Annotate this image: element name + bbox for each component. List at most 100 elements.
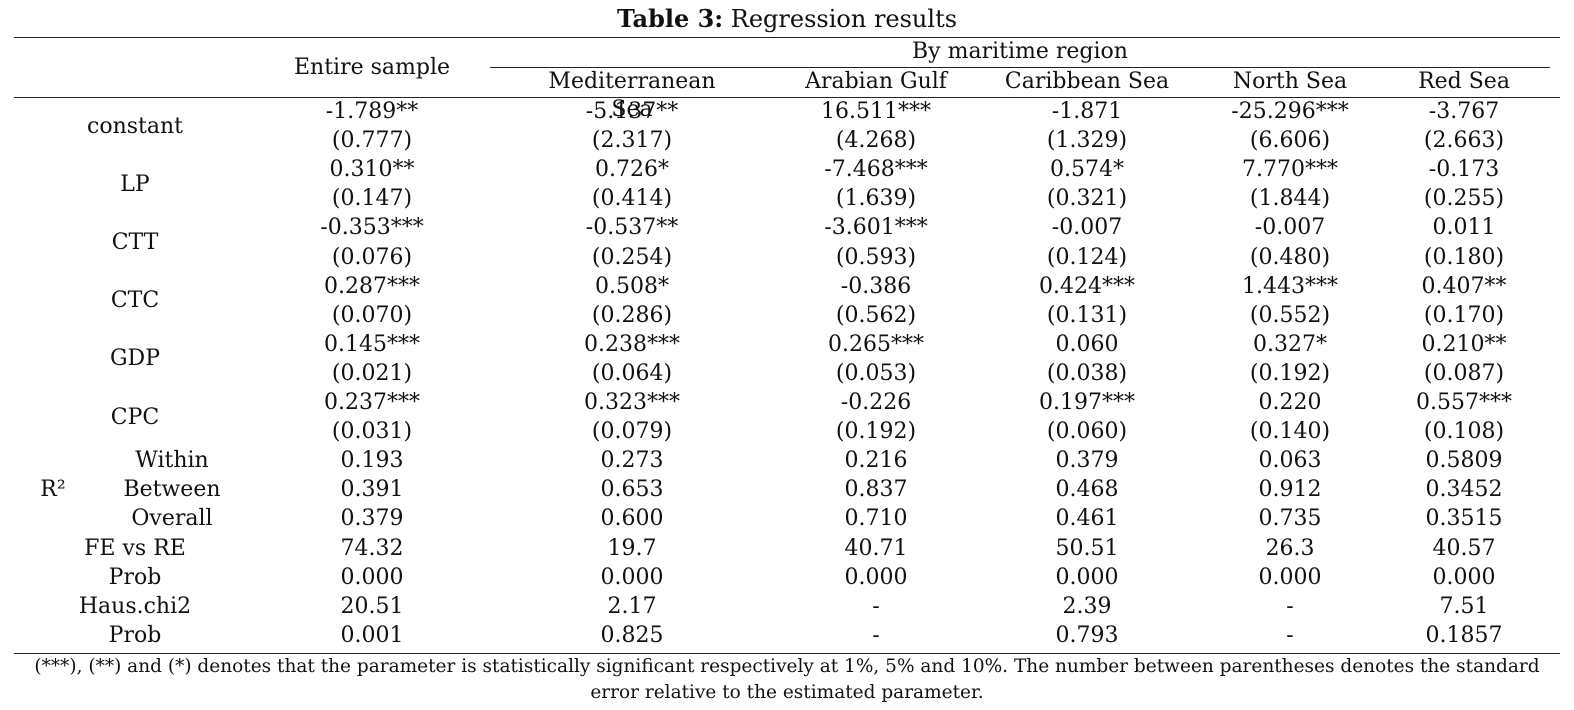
se-cell: (0.562) [835, 302, 917, 328]
se-cell: (0.021) [331, 360, 413, 386]
r2-label: R² [40, 477, 66, 503]
r2-cell: 0.379 [340, 506, 404, 532]
se-cell: (0.192) [1249, 360, 1331, 386]
se-cell: (0.079) [591, 419, 673, 445]
test-cell: 0.1857 [1425, 622, 1503, 648]
coef-cell: 0.265*** [828, 331, 924, 357]
r2-cell: 0.193 [340, 448, 404, 474]
se-cell: (6.606) [1249, 128, 1331, 154]
se-cell: (1.329) [1046, 128, 1128, 154]
r2-cell: 0.3515 [1425, 506, 1503, 532]
r2-cell: 0.273 [600, 448, 664, 474]
coef-cell: -0.007 [1051, 215, 1123, 241]
test-cell: 74.32 [340, 535, 404, 561]
test-row-label: Prob [108, 564, 162, 590]
coef-cell: -0.226 [840, 390, 912, 415]
r2-cell: 0.3452 [1425, 477, 1503, 503]
top-rule [14, 37, 1560, 38]
se-cell: (0.254) [591, 244, 673, 270]
se-cell: (0.593) [835, 244, 917, 270]
test-cell: 0.000 [1432, 564, 1496, 590]
test-cell: 50.51 [1055, 535, 1119, 561]
test-cell: 0.793 [1055, 622, 1119, 648]
r2-cell: 0.063 [1258, 448, 1322, 474]
coef-cell: -0.173 [1428, 157, 1500, 183]
coef-cell: 7.770*** [1242, 157, 1338, 183]
r2-row-label: Within [135, 448, 209, 474]
se-cell: (0.192) [835, 419, 917, 445]
r2-cell: 0.468 [1055, 477, 1119, 503]
se-cell: (0.414) [591, 186, 673, 212]
test-cell: - [1286, 622, 1294, 648]
test-cell: 26.3 [1265, 535, 1315, 561]
coef-cell: -0.537** [585, 215, 679, 241]
header-entire-sample: Entire sample [293, 55, 451, 80]
se-cell: (1.639) [835, 186, 917, 212]
coef-cell: 0.574* [1050, 157, 1124, 183]
test-cell: 7.51 [1439, 593, 1489, 619]
se-cell: (0.480) [1249, 244, 1331, 270]
test-cell: 19.7 [607, 535, 657, 561]
r2-cell: 0.391 [340, 477, 404, 503]
coef-cell: 0.327* [1253, 331, 1327, 357]
test-cell: 0.000 [1055, 564, 1119, 590]
coef-cell: 0.060 [1055, 331, 1119, 357]
coef-cell: 0.145*** [324, 331, 420, 357]
test-cell: - [872, 622, 880, 648]
se-cell: (0.255) [1423, 186, 1505, 212]
coef-cell: 0.557*** [1416, 390, 1512, 415]
se-cell: (0.053) [835, 360, 917, 386]
coef-cell: -3.601*** [824, 215, 928, 241]
test-row-label: FE vs RE [84, 535, 186, 561]
row-label: GDP [109, 346, 160, 372]
test-cell: 0.825 [600, 622, 664, 648]
se-cell: (0.076) [331, 244, 413, 270]
header-region: Mediterranean Sea [548, 69, 716, 122]
se-cell: (0.108) [1423, 419, 1505, 445]
test-cell: 20.51 [340, 593, 404, 619]
coef-cell: -25.296*** [1231, 99, 1349, 124]
bottom-rule [14, 653, 1560, 654]
row-label: CTT [111, 229, 159, 255]
coef-cell: -0.386 [840, 273, 912, 299]
coef-cell: 0.407** [1421, 273, 1507, 299]
table-caption: Regression results [723, 5, 958, 33]
test-cell: 0.000 [600, 564, 664, 590]
test-cell: 0.000 [1258, 564, 1322, 590]
coef-cell: -0.353*** [320, 215, 424, 241]
table-number: Table 3: [616, 4, 724, 33]
se-cell: (1.844) [1249, 186, 1331, 212]
se-cell: (0.552) [1249, 302, 1331, 328]
r2-cell: 0.379 [1055, 448, 1119, 474]
test-cell: 2.17 [607, 593, 657, 619]
se-cell: (0.087) [1423, 360, 1505, 386]
se-cell: (0.777) [331, 128, 413, 154]
r2-cell: 0.600 [600, 506, 664, 532]
coef-cell: -0.007 [1254, 215, 1326, 241]
test-cell: 40.57 [1432, 535, 1496, 561]
test-cell: 0.000 [340, 564, 404, 590]
r2-cell: 0.912 [1258, 477, 1322, 503]
r2-cell: 0.653 [600, 477, 664, 503]
se-cell: (0.140) [1249, 419, 1331, 445]
se-cell: (0.070) [331, 302, 413, 328]
se-cell: (4.268) [835, 128, 917, 154]
header-region: Caribbean Sea [1004, 69, 1170, 94]
r2-cell: 0.837 [844, 477, 908, 503]
header-region: Arabian Gulf [805, 69, 947, 94]
se-cell: (0.060) [1046, 419, 1128, 445]
coef-cell: 0.323*** [584, 390, 680, 415]
header-by-maritime-region: By maritime region [912, 39, 1128, 64]
se-cell: (0.131) [1046, 302, 1128, 328]
se-cell: (0.321) [1046, 186, 1128, 212]
coef-cell: 0.210** [1421, 331, 1507, 357]
coef-cell: -7.468*** [824, 157, 928, 183]
se-cell: (0.147) [331, 186, 413, 212]
r2-cell: 0.216 [844, 448, 908, 474]
r2-cell: 0.710 [844, 506, 908, 532]
test-cell: 2.39 [1062, 593, 1112, 619]
se-cell: (0.286) [591, 302, 673, 328]
coef-cell: 0.424*** [1039, 273, 1135, 299]
test-cell: 40.71 [844, 535, 908, 561]
header-region: Red Sea [1418, 69, 1510, 94]
